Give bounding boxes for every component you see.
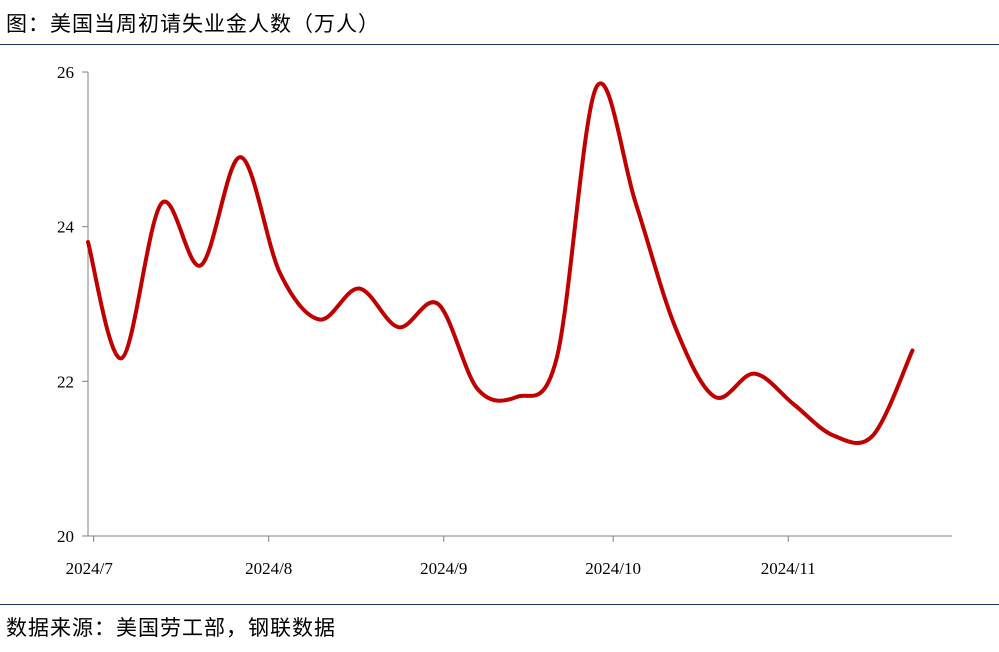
data-source: 数据来源：美国劳工部，钢联数据 (6, 616, 336, 640)
chart-title: 图：美国当周初请失业金人数（万人） (6, 12, 380, 36)
x-tick-label: 2024/10 (585, 559, 641, 578)
x-tick-label: 2024/11 (761, 559, 816, 578)
y-tick-label: 20 (57, 527, 74, 546)
y-tick-label: 24 (57, 218, 75, 237)
bottom-divider (0, 604, 999, 605)
series-layer (86, 81, 915, 446)
series-line (86, 81, 915, 446)
y-axis: 20 22 24 26 (57, 63, 89, 546)
y-tick-label: 22 (57, 372, 74, 391)
line-chart: 20 22 24 26 2024/7 2024/8 2024/9 2024/10 2024/1… (57, 63, 952, 578)
top-divider (0, 44, 999, 45)
x-tick-label: 2024/7 (66, 559, 114, 578)
x-tick-label: 2024/9 (420, 559, 467, 578)
y-tick-label: 26 (57, 63, 74, 82)
x-tick-label: 2024/8 (245, 559, 292, 578)
x-axis: 2024/7 2024/8 2024/9 2024/10 2024/11 (66, 535, 952, 578)
